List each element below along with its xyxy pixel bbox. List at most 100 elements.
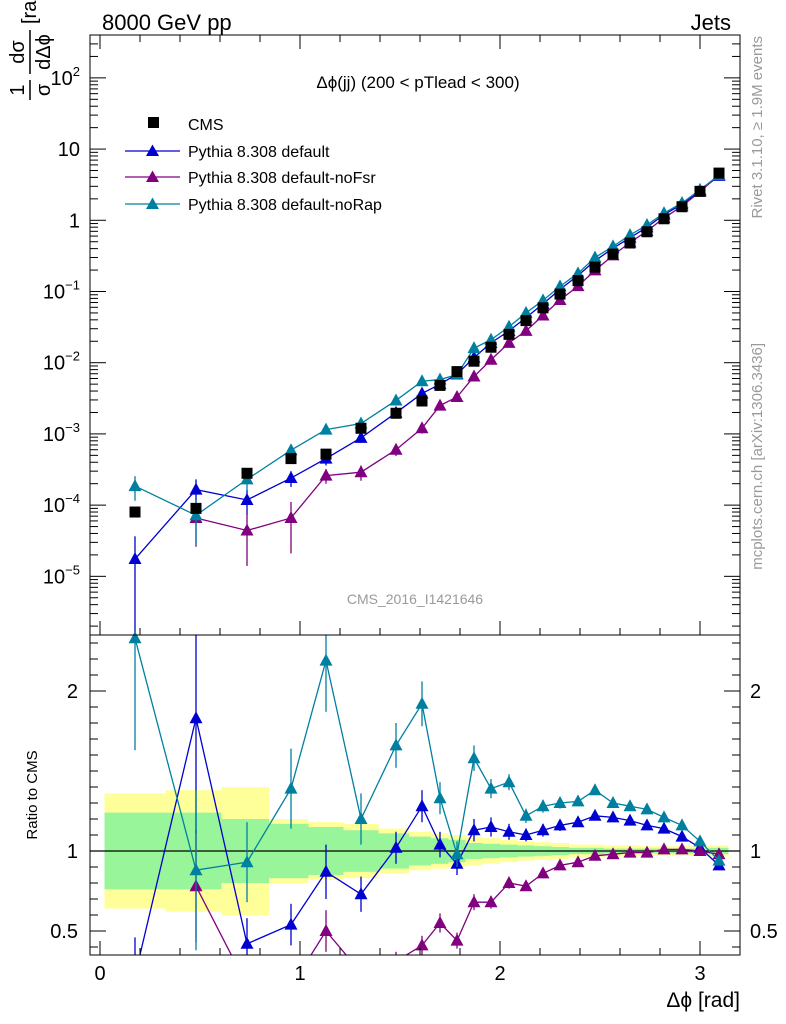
point-ratio-2-23 xyxy=(693,834,707,847)
point-ratio-1-18 xyxy=(606,847,620,860)
point-main-0-0 xyxy=(128,552,142,565)
point-ratio-0-15 xyxy=(553,818,567,831)
point-ratio-1-16 xyxy=(571,855,585,868)
line-ratio-2 xyxy=(134,638,720,871)
x-tick-label-1: 1 xyxy=(294,963,305,985)
y-label-frac2-num: dσ xyxy=(7,40,29,64)
legend-label-norap: Pythia 8.308 default-noRap xyxy=(188,197,382,214)
ratio-plot-frame xyxy=(89,634,741,956)
point-ratio-0-1 xyxy=(189,711,203,724)
cms-point-19 xyxy=(624,237,636,249)
point-ratio-0-12 xyxy=(502,824,516,837)
point-ratio-2-21 xyxy=(657,810,671,823)
cms-uncertainty-bands xyxy=(90,787,740,915)
point-ratio-1-10 xyxy=(467,895,481,908)
point-ratio-2-24 xyxy=(712,853,726,866)
mcplots-credit-label: mcplots.cern.ch [arXiv:1306.3436] xyxy=(749,343,766,570)
point-ratio-0-13 xyxy=(519,828,533,840)
point-main-1-4 xyxy=(319,468,333,481)
cms-point-21 xyxy=(658,213,670,225)
legend-marker-cms xyxy=(148,117,159,128)
point-ratio-1-22 xyxy=(675,842,689,855)
y-tick-label-7: 102 xyxy=(51,64,80,90)
point-ratio-2-4 xyxy=(319,653,333,666)
point-ratio-1-17 xyxy=(588,848,602,861)
y-tick-label-5: 1 xyxy=(69,210,80,232)
legend-marker-norap xyxy=(146,197,159,209)
x-axis-label: Δϕ [rad] xyxy=(666,989,740,1012)
legend-marker-default xyxy=(146,144,159,156)
ratio-tick-label-right-1: 1 xyxy=(750,841,761,863)
point-ratio-1-24 xyxy=(712,847,726,860)
point-main-1-11 xyxy=(484,352,498,365)
y-label-unit: [rad-1] xyxy=(15,0,41,24)
cms-point-2 xyxy=(241,467,253,479)
point-ratio-2-12 xyxy=(502,775,516,788)
point-ratio-1-20 xyxy=(640,845,654,858)
y-tick-label-2: 10−3 xyxy=(43,420,80,446)
point-ratio-1-21 xyxy=(657,842,671,855)
y-axis-label: 1 σ dσ dΔϕ [rad-1] xyxy=(7,0,55,100)
point-ratio-0-14 xyxy=(536,823,550,836)
legend-label-cms: CMS xyxy=(188,117,224,134)
cms-point-3 xyxy=(285,453,297,465)
legend-marker-nofsr xyxy=(146,170,159,182)
point-main-2-1 xyxy=(189,508,203,521)
cms-point-5 xyxy=(355,422,367,434)
point-main-1-5 xyxy=(354,465,368,478)
cms-point-13 xyxy=(520,315,532,327)
y-tick-label-3: 10−2 xyxy=(43,349,80,375)
point-ratio-1-12 xyxy=(502,876,516,888)
ratio-tick-label-left-1: 1 xyxy=(67,841,78,863)
cms-point-23 xyxy=(694,185,706,197)
y-label-frac1-den: σ xyxy=(33,83,55,96)
cms-point-14 xyxy=(537,302,549,314)
cms-point-20 xyxy=(641,226,653,238)
cms-point-24 xyxy=(713,167,725,179)
line-main-2 xyxy=(134,174,720,517)
point-ratio-2-15 xyxy=(553,796,567,808)
point-main-0-2 xyxy=(240,493,254,506)
point-main-1-2 xyxy=(240,523,254,536)
y-tick-label-0: 10−5 xyxy=(43,562,80,588)
legend: CMS Pythia 8.308 default Pythia 8.308 de… xyxy=(125,117,382,214)
legend-label-default: Pythia 8.308 default xyxy=(188,144,330,161)
point-ratio-2-0 xyxy=(128,631,142,644)
point-ratio-2-22 xyxy=(675,818,689,831)
y-label-frac2-den: dΔϕ xyxy=(33,34,55,70)
y-tick-label-1: 10−4 xyxy=(43,491,80,517)
line-ratio-1 xyxy=(195,848,720,955)
x-tick-label-3: 3 xyxy=(694,963,705,985)
cms-point-18 xyxy=(607,248,619,260)
y-tick-label-4: 10−1 xyxy=(43,277,80,303)
ratio-tick-label-right-0: 0.5 xyxy=(750,921,778,943)
point-main-1-14 xyxy=(536,308,550,321)
point-main-2-0 xyxy=(128,479,142,492)
point-ratio-0-20 xyxy=(640,818,654,831)
point-ratio-0-10 xyxy=(467,823,481,836)
cms-point-17 xyxy=(589,261,601,273)
analysis-watermark: CMS_2016_I1421646 xyxy=(347,591,483,607)
cms-point-10 xyxy=(468,355,480,367)
cms-point-15 xyxy=(554,288,566,300)
point-ratio-0-17 xyxy=(588,808,602,821)
cms-point-7 xyxy=(416,395,428,407)
ratio-tick-label-left-2: 2 xyxy=(67,681,78,703)
point-main-2-17 xyxy=(588,250,602,263)
header-observable-label: Jets xyxy=(691,10,731,35)
point-main-0-1 xyxy=(189,482,203,495)
header-collision-label: 8000 GeV pp xyxy=(102,10,232,35)
line-ratio-0 xyxy=(139,718,720,955)
point-main-1-8 xyxy=(433,398,447,411)
point-ratio-1-23 xyxy=(693,844,707,856)
cms-point-6 xyxy=(390,407,402,419)
cms-point-1 xyxy=(190,502,202,514)
cms-point-16 xyxy=(572,275,584,287)
point-ratio-0-18 xyxy=(606,810,620,823)
ratio-y-axis-label: Ratio to CMS xyxy=(24,750,41,839)
point-ratio-1-8 xyxy=(433,916,447,928)
cms-point-9 xyxy=(451,366,463,378)
point-main-1-12 xyxy=(502,335,516,348)
cms-point-0 xyxy=(129,506,141,518)
